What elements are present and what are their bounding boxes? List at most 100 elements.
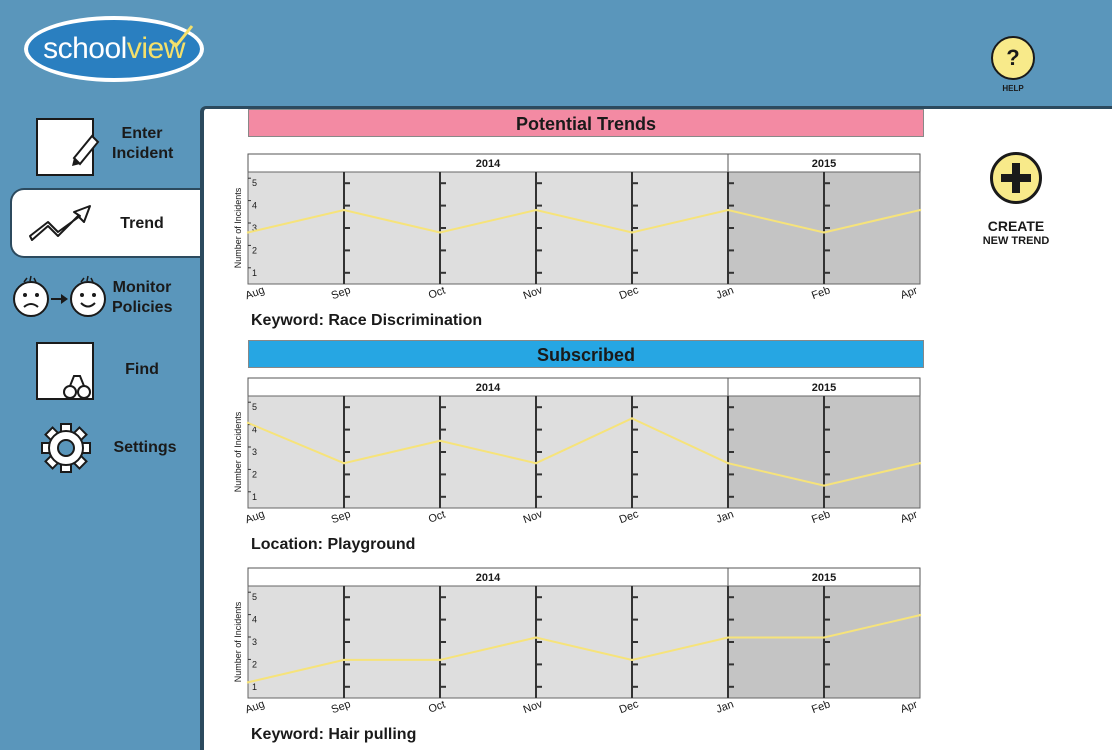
y-tick-label: 5	[252, 402, 257, 412]
x-tick-label: Feb	[810, 508, 832, 526]
data-point	[918, 208, 922, 212]
logo-text: schoolview	[43, 32, 185, 65]
data-point	[438, 439, 442, 442]
create-label[interactable]: CREATE	[987, 218, 1045, 234]
trend-arrow-icon	[29, 205, 91, 241]
x-tick-label: Dec	[618, 508, 641, 526]
x-tick-label: Feb	[810, 698, 832, 716]
sidebar-item-label: Enter Incident	[112, 125, 174, 162]
y-tick-label: 3	[252, 447, 257, 457]
data-point	[918, 613, 922, 617]
sidebar-item-enter-incident[interactable]: Enter Incident	[0, 112, 200, 182]
data-point	[630, 658, 634, 662]
x-tick-label: Oct	[427, 285, 447, 302]
y-tick-label: 2	[252, 469, 257, 479]
x-tick-label: Jan	[715, 699, 736, 716]
x-tick-label: Apr	[899, 509, 920, 526]
x-tick-label: Aug	[244, 698, 267, 716]
notepad-pencil-icon	[36, 118, 100, 176]
plot-bg-2014	[247, 171, 729, 285]
x-tick-label: Jan	[715, 285, 736, 302]
x-tick-label: Nov	[522, 284, 545, 302]
y-tick-label: 1	[252, 492, 257, 502]
y-axis-label: Number of Incidents	[233, 187, 243, 268]
notepad-binoculars-icon	[36, 342, 94, 400]
sidebar-item-trend[interactable]: Trend	[10, 188, 202, 258]
data-point	[438, 231, 442, 234]
data-point	[822, 636, 826, 639]
data-point	[246, 421, 250, 425]
y-axis-label: Number of Incidents	[233, 601, 243, 682]
chart-caption: Keyword: Race Discrimination	[251, 312, 483, 329]
data-point	[342, 208, 346, 212]
data-point	[534, 636, 538, 639]
x-tick-label: Oct	[427, 699, 447, 716]
data-point	[438, 658, 442, 662]
data-point	[726, 208, 730, 212]
new-trend-label[interactable]: NEW TREND	[982, 235, 1050, 247]
create-new-trend-button[interactable]	[990, 152, 1042, 204]
data-point	[342, 462, 346, 465]
x-tick-label: Nov	[522, 508, 545, 526]
x-tick-label: Sep	[330, 284, 353, 302]
trend-chart-hair-pulling[interactable]: 2014 2015 1 2 3 4 5 Number of Incidents Aug Sep Oc…	[230, 560, 930, 720]
chart-caption: Keyword: Hair pulling	[251, 726, 417, 743]
sidebar-item-find[interactable]: Find	[0, 338, 200, 408]
sidebar-item-settings[interactable]: Settings	[0, 414, 200, 484]
y-axis-label: Number of Incidents	[233, 411, 243, 492]
plus-icon	[1001, 163, 1031, 193]
x-tick-label: Oct	[427, 509, 447, 526]
x-tick-label: Sep	[330, 698, 353, 716]
data-point	[822, 231, 826, 234]
year-label: 2015	[812, 572, 836, 584]
trend-line	[247, 614, 921, 684]
x-tick-label: Sep	[330, 508, 353, 526]
y-tick-label: 5	[252, 178, 257, 188]
sidebar-item-monitor-policies[interactable]: Monitor Policies	[0, 268, 200, 338]
sidebar-item-label: Monitor Policies	[112, 279, 173, 316]
y-tick-label: 4	[252, 201, 257, 211]
y-tick-label: 1	[252, 268, 257, 278]
y-tick-label: 5	[252, 592, 257, 602]
trend-line	[247, 209, 921, 234]
data-point	[918, 462, 922, 465]
data-point	[246, 681, 250, 684]
help-icon: ?	[1006, 45, 1020, 70]
chart-caption: Location: Playground	[251, 536, 416, 553]
x-tick-label: Aug	[244, 284, 267, 302]
sidebar-item-label: Trend	[120, 215, 164, 232]
y-tick-label: 4	[252, 425, 257, 435]
year-label: 2014	[476, 572, 501, 584]
year-label: 2015	[812, 158, 836, 170]
data-point	[534, 462, 538, 465]
schoolview-logo[interactable]: schoolview	[24, 16, 204, 82]
y-tick-label: 4	[252, 615, 257, 625]
sidebar-item-label: Find	[125, 361, 159, 378]
sidebar-item-label: Settings	[113, 439, 177, 456]
x-tick-label: Dec	[618, 284, 641, 302]
data-point	[726, 462, 730, 465]
y-tick-label: 3	[252, 637, 257, 647]
y-tick-label: 2	[252, 245, 257, 255]
x-tick-label: Nov	[522, 698, 545, 716]
section-subscribed: Subscribed	[248, 340, 924, 368]
x-tick-label: Feb	[810, 284, 832, 302]
x-tick-label: Jan	[715, 509, 736, 526]
y-tick-label: 1	[252, 682, 257, 692]
section-potential-trends: Potential Trends	[248, 109, 924, 137]
data-point	[822, 484, 826, 487]
trend-chart-playground[interactable]: 2014 2015 1 2 3 4 5 Number of Incidents Aug Sep Oc…	[230, 370, 930, 530]
checkmark-icon	[168, 25, 194, 49]
gear-icon	[41, 423, 91, 473]
data-point	[630, 417, 634, 420]
data-point	[534, 208, 538, 212]
trend-chart-race-discrimination[interactable]: 2014 2015 1 2 3 4 5 Number of Incidents Aug Sep Oc…	[230, 146, 930, 306]
y-tick-label: 2	[252, 659, 257, 669]
year-label: 2014	[476, 382, 501, 394]
help-button[interactable]: ?	[991, 36, 1035, 80]
x-tick-label: Aug	[244, 508, 267, 526]
x-tick-label: Apr	[899, 285, 920, 302]
x-tick-label: Apr	[899, 699, 920, 716]
sad-to-happy-icon	[13, 275, 106, 317]
plot-bg-2014	[247, 585, 729, 699]
